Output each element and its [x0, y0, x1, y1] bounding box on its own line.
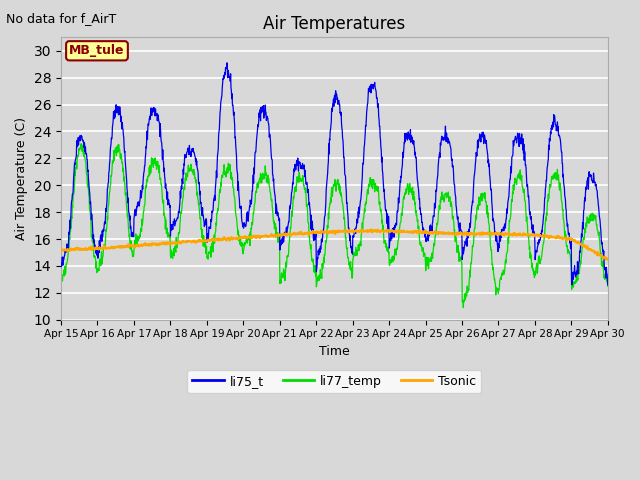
X-axis label: Time: Time — [319, 345, 350, 358]
Y-axis label: Air Temperature (C): Air Temperature (C) — [15, 117, 28, 240]
Legend: li75_t, li77_temp, Tsonic: li75_t, li77_temp, Tsonic — [188, 370, 481, 393]
Text: MB_tule: MB_tule — [69, 44, 125, 57]
Text: No data for f_AirT: No data for f_AirT — [6, 12, 116, 25]
Title: Air Temperatures: Air Temperatures — [263, 15, 406, 33]
